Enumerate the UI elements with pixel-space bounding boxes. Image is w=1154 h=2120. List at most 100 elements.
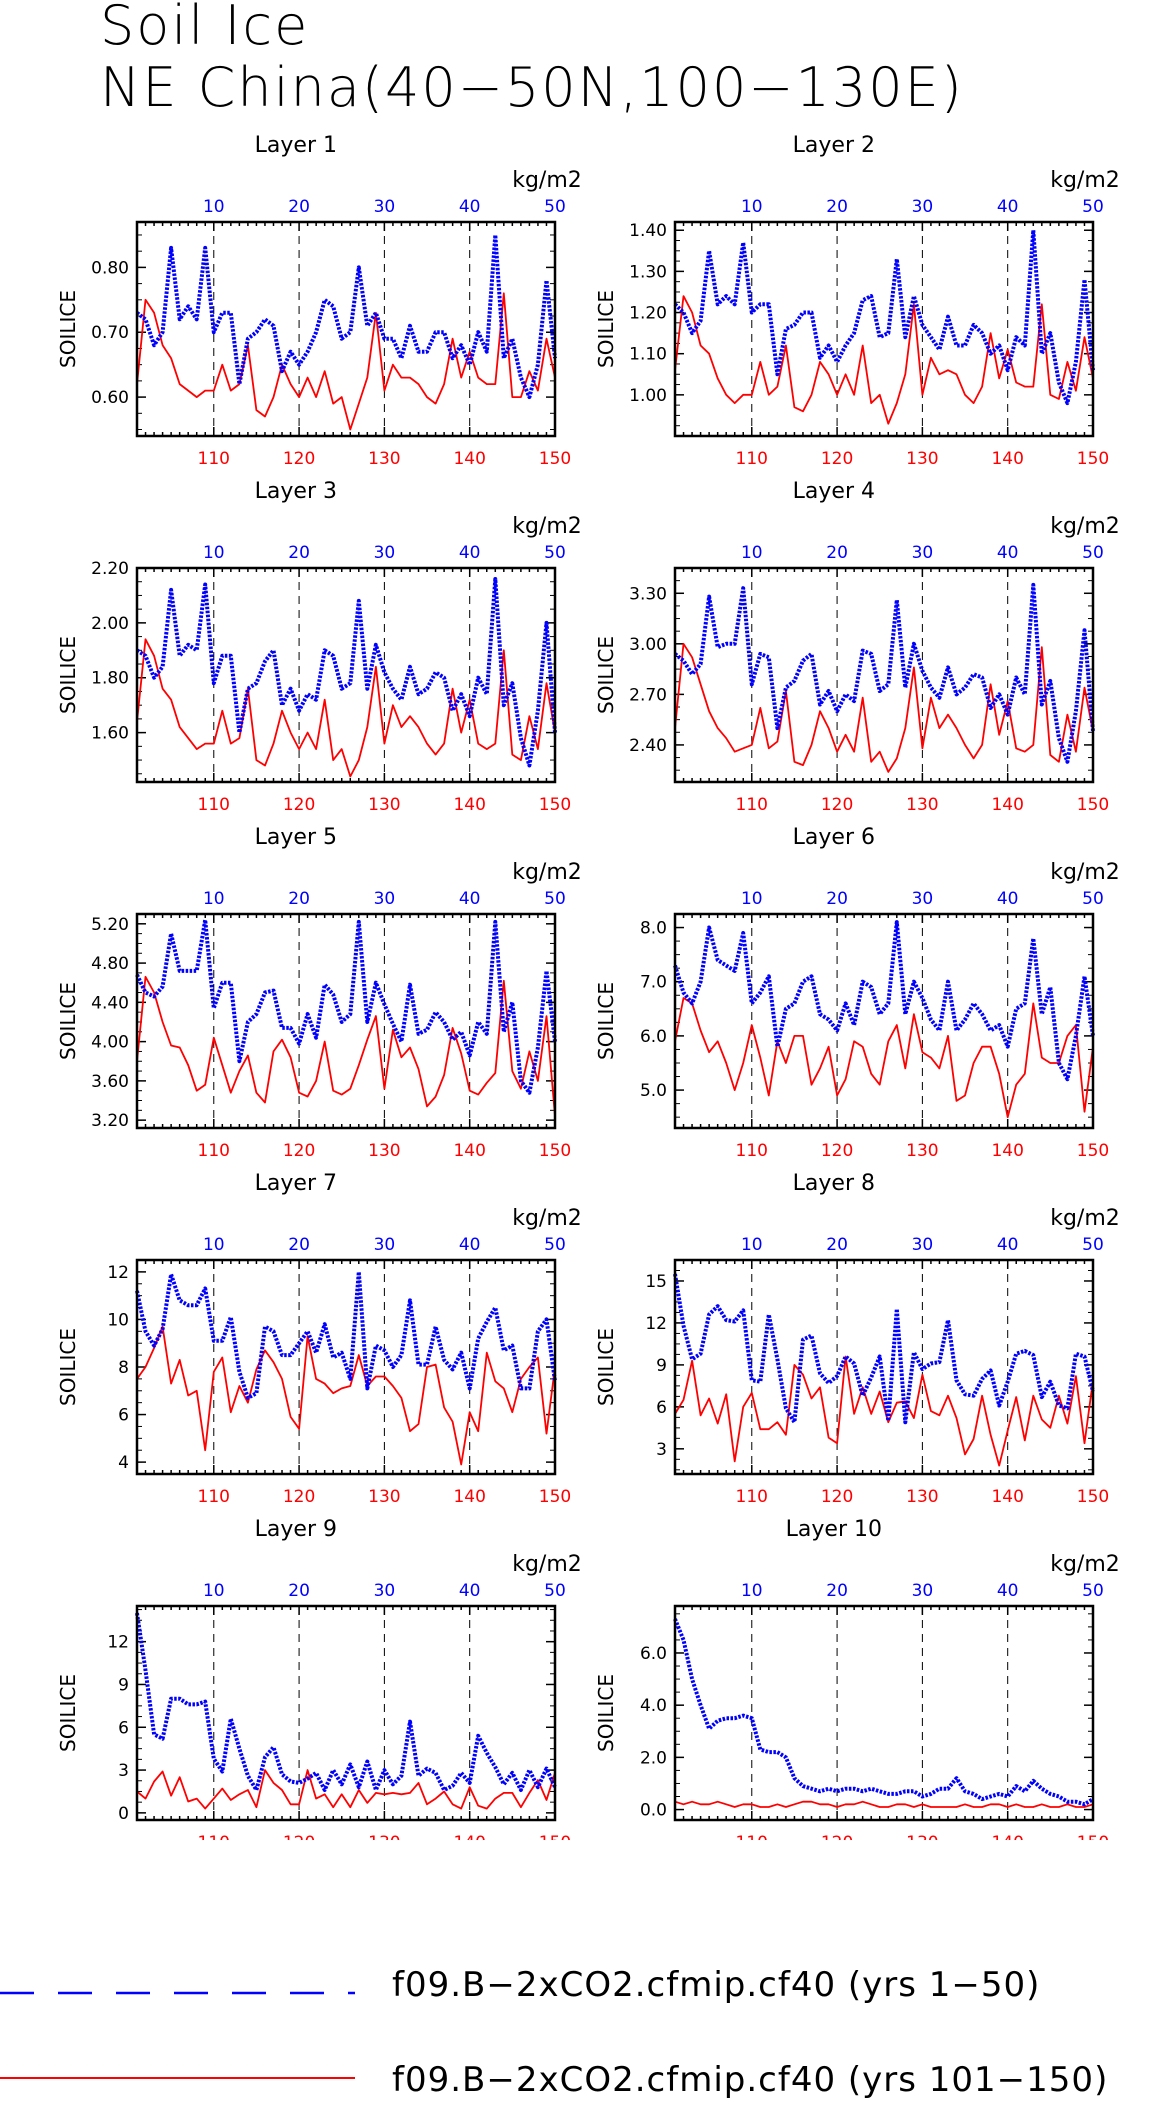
bottom-tick-label: 120: [821, 449, 853, 469]
series-yrs-101-150-line: [674, 1800, 1094, 1808]
top-tick-label: 20: [288, 1581, 310, 1601]
series-yrs-101-150-line: [136, 638, 556, 778]
bottom-tick-label: 110: [198, 795, 230, 815]
top-tick-label: 10: [203, 889, 225, 909]
bottom-tick-label: 110: [198, 1833, 230, 1840]
top-tick-label: 40: [459, 543, 481, 563]
series-yrs-1-50-line: [673, 1618, 1095, 1807]
series-yrs-1-50-line: [673, 1273, 1095, 1425]
top-tick-label: 40: [459, 197, 481, 217]
top-tick-label: 50: [1082, 889, 1104, 909]
panel-9: Layer 9 kg/m2 110 120 130 140 150 10 20 30 40 50 0 3 6…: [56, 1517, 582, 1840]
y-tick-label: 6: [118, 1718, 129, 1738]
bottom-tick-label: 150: [539, 1141, 571, 1161]
series-yrs-101-150-line: [674, 295, 1094, 425]
y-tick-label: 0.60: [91, 388, 129, 408]
panel-4: Layer 4 kg/m2 110 120 130 140 150 10 20 30 40 50 2.4…: [594, 479, 1120, 815]
y-tick-label: 0.0: [640, 1801, 667, 1821]
bottom-tick-label: 140: [453, 1833, 485, 1840]
y-tick-label: 7.0: [640, 973, 667, 993]
top-tick-label: 50: [1082, 1581, 1104, 1601]
y-tick-label: 6: [118, 1406, 129, 1426]
top-tick-label: 30: [912, 543, 934, 563]
bottom-tick-label: 130: [906, 1487, 938, 1507]
plot-frame: [135, 1258, 557, 1476]
bottom-tick-label: 120: [283, 1141, 315, 1161]
series-yrs-1-50-line: [673, 582, 1095, 764]
top-tick-label: 40: [459, 1235, 481, 1255]
panel-title: Layer 3: [255, 479, 337, 504]
y-tick-label: 0: [118, 1804, 129, 1824]
bottom-tick-label: 110: [198, 1141, 230, 1161]
panel-3: Layer 3 kg/m2 110 120 130 140 150 10 20 30 40 50 1.6…: [56, 479, 582, 815]
top-tick-label: 40: [997, 1235, 1019, 1255]
top-tick-label: 10: [741, 1581, 763, 1601]
top-tick-label: 10: [203, 1235, 225, 1255]
bottom-tick-label: 120: [821, 795, 853, 815]
panel-1: Layer 1 kg/m2 110 120 130 140 150 10 20 30 40 50 0.6…: [56, 133, 582, 469]
top-tick-label: 30: [912, 889, 934, 909]
top-tick-label: 10: [203, 197, 225, 217]
panel-title: Layer 7: [255, 1171, 337, 1196]
legend-label-1: f09.B−2xCO2.cfmip.cf40 (yrs 1−50): [392, 1965, 1041, 2005]
bottom-tick-label: 130: [906, 795, 938, 815]
y-tick-label: 3.30: [629, 584, 667, 604]
plot-frame: [135, 1604, 557, 1822]
y-tick-label: 2.40: [629, 736, 667, 756]
y-tick-label: 3: [118, 1761, 129, 1781]
y-tick-label: 2.20: [91, 559, 129, 579]
legend-entry-1: f09.B−2xCO2.cfmip.cf40 (yrs 1−50): [0, 1965, 1154, 2025]
top-tick-label: 20: [826, 1581, 848, 1601]
bottom-tick-label: 130: [368, 795, 400, 815]
y-tick-label: 6.0: [640, 1027, 667, 1047]
legend-dashed-line-icon: [0, 1991, 355, 1995]
bottom-tick-label: 130: [906, 1833, 938, 1840]
top-tick-label: 10: [741, 1235, 763, 1255]
top-tick-label: 30: [374, 889, 396, 909]
panel-title: Layer 9: [255, 1517, 337, 1542]
series-yrs-1-50-line: [135, 1612, 557, 1792]
y-axis-label: SOILICE: [56, 982, 80, 1060]
y-tick-label: 3.00: [629, 635, 667, 655]
top-tick-label: 10: [741, 889, 763, 909]
bottom-tick-label: 110: [736, 795, 768, 815]
series-yrs-1-50-line: [673, 920, 1095, 1082]
bottom-tick-label: 150: [1077, 1487, 1109, 1507]
bottom-tick-label: 150: [539, 449, 571, 469]
top-tick-label: 50: [544, 543, 566, 563]
y-tick-label: 2.70: [629, 685, 667, 705]
y-tick-label: 1.00: [629, 386, 667, 406]
bottom-tick-label: 140: [991, 449, 1023, 469]
top-tick-label: 20: [288, 197, 310, 217]
y-tick-label: 1.10: [629, 345, 667, 365]
bottom-tick-label: 120: [821, 1833, 853, 1840]
top-tick-label: 50: [1082, 543, 1104, 563]
top-axis-unit: kg/m2: [1050, 514, 1120, 539]
series-yrs-101-150-line: [136, 292, 556, 431]
y-tick-label: 4.00: [91, 1033, 129, 1053]
y-axis-label: SOILICE: [594, 1674, 618, 1752]
y-tick-label: 4.0: [640, 1696, 667, 1716]
panel-title: Layer 6: [793, 825, 875, 850]
panel-7: Layer 7 kg/m2 110 120 130 140 150 10 20 30 40 50 4 6 8…: [56, 1171, 582, 1507]
panel-title: Layer 4: [793, 479, 875, 504]
bottom-tick-label: 110: [736, 449, 768, 469]
plot-frame: [673, 912, 1095, 1130]
top-axis-unit: kg/m2: [512, 1552, 582, 1577]
y-tick-label: 15: [645, 1272, 667, 1292]
bottom-tick-label: 110: [198, 1487, 230, 1507]
panel-title: Layer 5: [255, 825, 337, 850]
y-tick-label: 1.20: [629, 304, 667, 324]
panel-title: Layer 2: [793, 133, 875, 158]
panel-title: Layer 10: [786, 1517, 882, 1542]
top-tick-label: 10: [203, 543, 225, 563]
y-tick-label: 5.0: [640, 1081, 667, 1101]
bottom-tick-label: 150: [539, 1487, 571, 1507]
top-tick-label: 50: [544, 1581, 566, 1601]
plot-frame: [673, 1604, 1095, 1822]
top-tick-label: 40: [997, 1581, 1019, 1601]
y-tick-label: 6.0: [640, 1644, 667, 1664]
series-yrs-1-50-line: [673, 228, 1095, 406]
top-tick-label: 30: [374, 197, 396, 217]
